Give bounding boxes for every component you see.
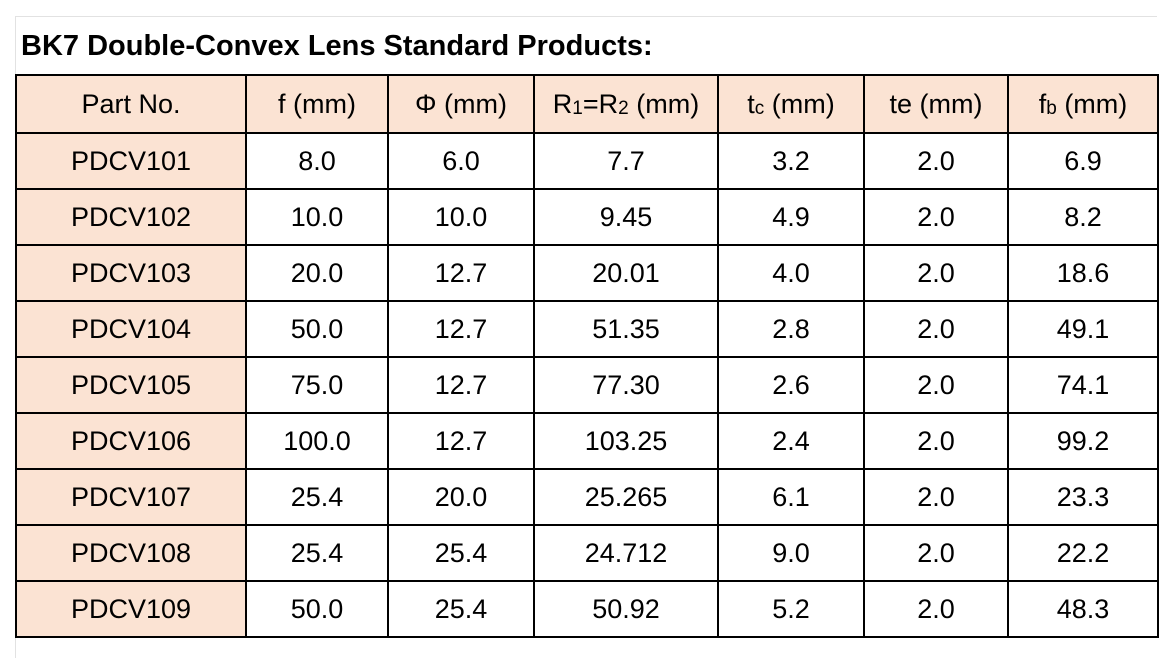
col-header-fb: fb (mm) (1007, 74, 1159, 134)
table-row: PDCV101 8.0 6.0 7.7 3.2 2.0 6.9 (15, 132, 1159, 190)
page-title: BK7 Double-Convex Lens Standard Products… (21, 30, 653, 62)
table-row: PDCV105 75.0 12.7 77.30 2.6 2.0 74.1 (15, 356, 1159, 414)
table-row: PDCV109 50.0 25.4 50.92 5.2 2.0 48.3 (15, 580, 1159, 638)
cell-te: 2.0 (863, 524, 1009, 582)
cell-tc: 6.1 (717, 468, 865, 526)
cell-fb: 74.1 (1007, 356, 1159, 414)
cell-r: 9.45 (533, 188, 719, 246)
cell-phi: 25.4 (387, 524, 535, 582)
cell-part-no: PDCV107 (15, 468, 247, 526)
lens-spec-table: Part No. f (mm) Φ (mm) R1=R2 (mm) tc (mm… (15, 74, 1159, 638)
cell-tc: 4.9 (717, 188, 865, 246)
cell-part-no: PDCV105 (15, 356, 247, 414)
cell-f: 20.0 (245, 244, 389, 302)
cell-part-no: PDCV108 (15, 524, 247, 582)
cell-te: 2.0 (863, 468, 1009, 526)
cell-f: 25.4 (245, 468, 389, 526)
cell-te: 2.0 (863, 244, 1009, 302)
cell-part-no: PDCV104 (15, 300, 247, 358)
table-row: PDCV106 100.0 12.7 103.25 2.4 2.0 99.2 (15, 412, 1159, 470)
cell-part-no: PDCV102 (15, 188, 247, 246)
header-row: Part No. f (mm) Φ (mm) R1=R2 (mm) tc (mm… (15, 74, 1159, 134)
table-row: PDCV104 50.0 12.7 51.35 2.8 2.0 49.1 (15, 300, 1159, 358)
cell-fb: 49.1 (1007, 300, 1159, 358)
cell-r: 50.92 (533, 580, 719, 638)
cell-fb: 48.3 (1007, 580, 1159, 638)
cell-fb: 8.2 (1007, 188, 1159, 246)
cell-fb: 22.2 (1007, 524, 1159, 582)
cell-tc: 9.0 (717, 524, 865, 582)
cell-phi: 6.0 (387, 132, 535, 190)
cell-f: 75.0 (245, 356, 389, 414)
table-row: PDCV107 25.4 20.0 25.265 6.1 2.0 23.3 (15, 468, 1159, 526)
col-header-f: f (mm) (245, 74, 389, 134)
cell-r: 77.30 (533, 356, 719, 414)
col-header-te: te (mm) (863, 74, 1009, 134)
cell-r: 7.7 (533, 132, 719, 190)
cell-te: 2.0 (863, 580, 1009, 638)
cell-r: 24.712 (533, 524, 719, 582)
cell-tc: 2.8 (717, 300, 865, 358)
table-row: PDCV108 25.4 25.4 24.712 9.0 2.0 22.2 (15, 524, 1159, 582)
cell-te: 2.0 (863, 132, 1009, 190)
cell-tc: 4.0 (717, 244, 865, 302)
cell-phi: 10.0 (387, 188, 535, 246)
cell-part-no: PDCV109 (15, 580, 247, 638)
cell-te: 2.0 (863, 356, 1009, 414)
cell-f: 50.0 (245, 580, 389, 638)
col-header-tc: tc (mm) (717, 74, 865, 134)
cell-r: 103.25 (533, 412, 719, 470)
table-row: PDCV103 20.0 12.7 20.01 4.0 2.0 18.6 (15, 244, 1159, 302)
cell-r: 20.01 (533, 244, 719, 302)
cell-r: 25.265 (533, 468, 719, 526)
cell-tc: 2.6 (717, 356, 865, 414)
cell-part-no: PDCV101 (15, 132, 247, 190)
cell-f: 25.4 (245, 524, 389, 582)
cell-phi: 12.7 (387, 300, 535, 358)
cell-f: 100.0 (245, 412, 389, 470)
cell-tc: 5.2 (717, 580, 865, 638)
col-header-part-no: Part No. (15, 74, 247, 134)
cell-phi: 12.7 (387, 244, 535, 302)
cell-tc: 3.2 (717, 132, 865, 190)
table-row: PDCV102 10.0 10.0 9.45 4.9 2.0 8.2 (15, 188, 1159, 246)
cell-tc: 2.4 (717, 412, 865, 470)
cell-part-no: PDCV103 (15, 244, 247, 302)
cell-phi: 25.4 (387, 580, 535, 638)
cell-fb: 18.6 (1007, 244, 1159, 302)
cell-fb: 23.3 (1007, 468, 1159, 526)
col-header-phi: Φ (mm) (387, 74, 535, 134)
cell-f: 8.0 (245, 132, 389, 190)
cell-fb: 6.9 (1007, 132, 1159, 190)
cell-f: 10.0 (245, 188, 389, 246)
cell-phi: 12.7 (387, 356, 535, 414)
cell-fb: 99.2 (1007, 412, 1159, 470)
cell-te: 2.0 (863, 300, 1009, 358)
cell-r: 51.35 (533, 300, 719, 358)
cell-te: 2.0 (863, 188, 1009, 246)
col-header-r1-r2: R1=R2 (mm) (533, 74, 719, 134)
cell-te: 2.0 (863, 412, 1009, 470)
cell-f: 50.0 (245, 300, 389, 358)
cell-phi: 20.0 (387, 468, 535, 526)
cell-phi: 12.7 (387, 412, 535, 470)
cell-part-no: PDCV106 (15, 412, 247, 470)
